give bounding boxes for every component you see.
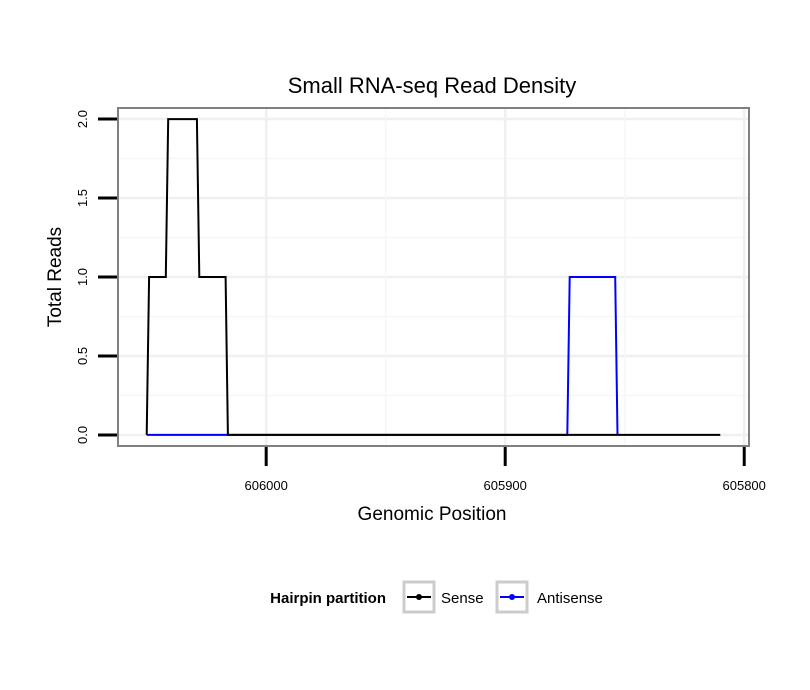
x-tick-label: 605800 [723, 478, 766, 493]
legend-title: Hairpin partition [270, 590, 386, 607]
series-line-sense [145, 118, 721, 436]
y-tick-label: 0.5 [75, 347, 90, 365]
grid-lines [118, 108, 749, 446]
y-tick-label: 2.0 [75, 110, 90, 128]
legend-item-antisense: Antisense [495, 580, 603, 614]
legend-item-sense: Sense [402, 580, 484, 614]
data-series [145, 118, 721, 436]
x-axis: 606000 605900 605800 [244, 447, 766, 493]
x-axis-title: Genomic Position [358, 504, 507, 525]
plot-border [117, 107, 750, 447]
legend-label-antisense: Antisense [537, 590, 603, 607]
y-axis: 0.0 0.5 1.0 1.5 2.0 [75, 110, 117, 444]
x-tick-label: 605900 [484, 478, 527, 493]
legend-label-sense: Sense [441, 590, 484, 607]
legend-point-antisense [509, 594, 515, 600]
y-tick-label: 1.5 [75, 189, 90, 207]
y-axis-title: Total Reads [45, 227, 66, 327]
y-tick-label: 1.0 [75, 268, 90, 286]
x-tick-label: 606000 [244, 478, 287, 493]
legend-key-antisense [495, 580, 529, 614]
legend: Hairpin partition Sense Antisense [270, 580, 603, 614]
chart-title: Small RNA-seq Read Density [288, 73, 577, 98]
y-tick-label: 0.0 [75, 426, 90, 444]
legend-point-sense [416, 594, 422, 600]
